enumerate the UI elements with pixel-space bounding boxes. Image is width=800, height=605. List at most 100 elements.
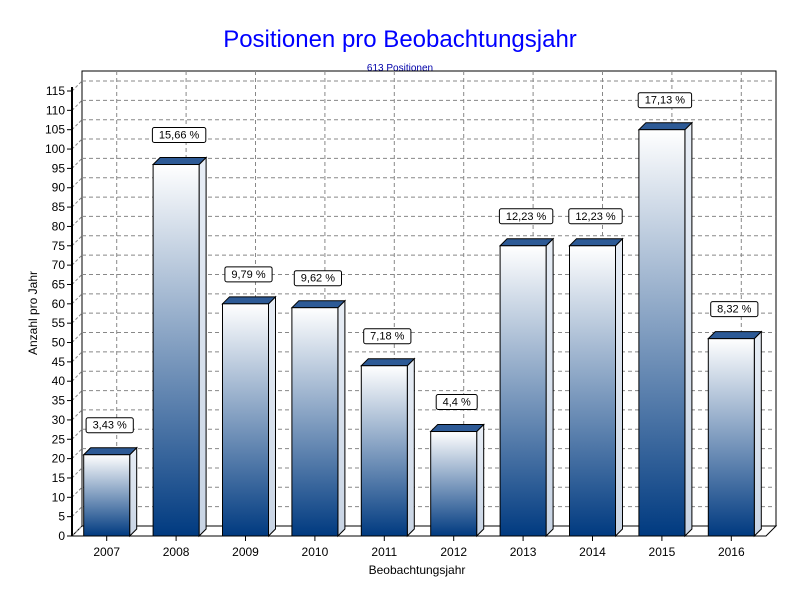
data-label-box [568, 208, 623, 225]
gridline-side [71, 293, 83, 305]
bar [360, 365, 408, 537]
gridline-side [71, 506, 83, 518]
bar [222, 303, 269, 537]
gridline-side [71, 274, 83, 285]
gridline-side [71, 80, 83, 92]
x-tick-label: 2011 [371, 545, 397, 559]
gridline-side [71, 525, 83, 537]
bar-group: 8,32 % [707, 301, 763, 538]
y-tick-label: 20 [52, 452, 66, 466]
x-tick-label: 2013 [510, 545, 537, 559]
gridline-side [71, 390, 83, 401]
data-label-box [85, 417, 134, 434]
data-label: 3,43 % [93, 420, 127, 432]
gridline-side [71, 351, 83, 363]
gridline-side [71, 177, 83, 189]
y-tick-label: 55 [52, 316, 66, 330]
bar-group: 15,66 % [151, 127, 208, 538]
bar-top [221, 296, 277, 305]
bar-top [360, 358, 416, 367]
y-tick-label: 45 [52, 355, 66, 369]
gridline-side [71, 428, 83, 440]
data-label-box [151, 127, 207, 144]
x-tick-label: 2016 [718, 545, 745, 559]
x-tick-label: 2009 [232, 545, 259, 559]
gridline-side [71, 235, 83, 247]
y-tick-label: 75 [52, 239, 66, 253]
bar-side [753, 330, 762, 538]
y-tick-label: 100 [45, 142, 65, 156]
bar [638, 129, 686, 537]
data-label: 8,32 % [717, 304, 751, 316]
bar-side [406, 357, 415, 538]
bar [499, 245, 547, 537]
bar [707, 338, 755, 537]
x-axis-label: Beobachtungsjahr [369, 563, 466, 577]
x-tick-label: 2007 [93, 545, 120, 559]
y-tick-label: 10 [52, 490, 66, 504]
gridline-side [71, 119, 83, 131]
bar [430, 431, 478, 537]
bar [291, 307, 339, 537]
chart-title: Positionen pro Beobachtungsjahr [223, 26, 577, 53]
bar-group: 7,18 % [360, 328, 416, 538]
bar [152, 164, 200, 537]
y-tick-label: 15 [52, 471, 66, 485]
bar-top [151, 157, 208, 166]
bar [569, 245, 616, 537]
y-tick-label: 50 [52, 336, 66, 350]
gridline-side [71, 216, 83, 227]
bar-group: 3,43 % [82, 417, 138, 538]
x-tick-label: 2010 [302, 545, 329, 559]
data-label: 17,13 % [645, 95, 686, 107]
gridline-side [71, 370, 83, 382]
bar-top [707, 331, 763, 340]
gridline-side [71, 312, 83, 324]
y-axis-label: Anzahl pro Jahr [26, 271, 40, 355]
y-tick-label: 105 [45, 123, 65, 137]
bar-group: 12,23 % [498, 208, 555, 538]
data-label-box [498, 208, 554, 225]
y-tick-label: 0 [58, 529, 65, 543]
bar-side [129, 446, 138, 538]
x-tick-label: 2015 [649, 545, 676, 559]
bar-group: 4,4 % [429, 394, 485, 538]
y-tick-label: 110 [46, 103, 65, 117]
y-tick-label: 60 [52, 297, 66, 311]
data-label-box [363, 328, 412, 345]
gridline-side [71, 486, 83, 498]
y-tick-label: 65 [52, 277, 66, 291]
bar-group: 9,79 % [221, 266, 277, 538]
y-tick-label: 5 [58, 510, 65, 524]
bar-top [637, 122, 694, 131]
data-label-box [710, 301, 759, 318]
x-tick-label: 2008 [163, 545, 190, 559]
y-tick-label: 90 [52, 181, 66, 195]
y-tick-label: 85 [52, 200, 66, 214]
data-label: 12,23 % [506, 211, 547, 223]
y-tick-label: 115 [46, 84, 65, 98]
data-label-box [637, 92, 693, 109]
bar-top [82, 447, 138, 456]
gridline-side [71, 448, 83, 459]
data-label: 4,4 % [443, 397, 471, 409]
bar-group: 12,23 % [568, 208, 624, 538]
y-tick-label: 80 [52, 219, 66, 233]
data-label-box [293, 270, 342, 287]
data-label: 7,18 % [370, 331, 404, 343]
bar-side [198, 156, 207, 538]
bar-top [429, 424, 485, 433]
gridline-side [71, 332, 83, 343]
bar-top [568, 238, 624, 247]
y-tick-label: 70 [52, 258, 66, 272]
bar-side [545, 237, 554, 538]
data-label: 9,62 % [301, 273, 335, 285]
y-tick-label: 35 [52, 394, 66, 408]
data-label: 9,79 % [231, 269, 265, 281]
x-tick-label: 2012 [440, 545, 467, 559]
gridline-side [71, 467, 83, 479]
bar-side [684, 121, 693, 538]
data-label: 12,23 % [575, 211, 616, 223]
bar-side [476, 423, 485, 538]
